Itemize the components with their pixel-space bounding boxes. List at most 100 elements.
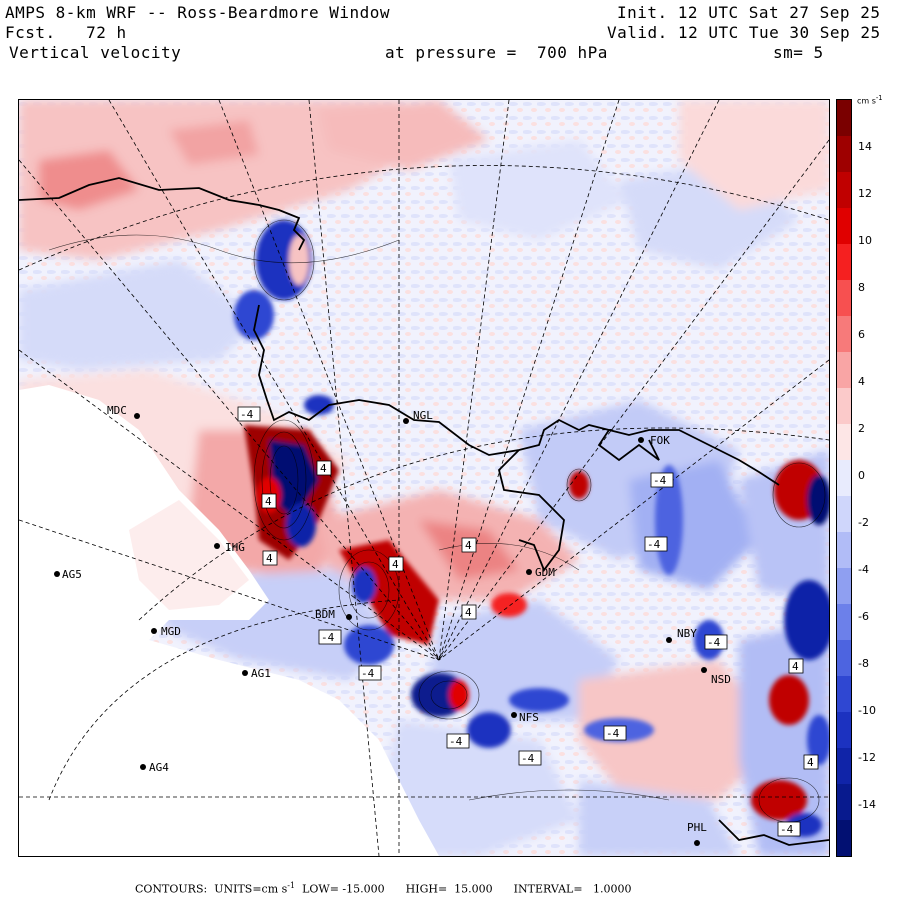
colorbar-tick-label: 2	[858, 422, 865, 435]
colorbar-swatch	[837, 820, 851, 857]
colorbar-swatch	[837, 568, 851, 605]
colorbar-swatch	[837, 640, 851, 677]
contour-value-labels: 4 4 -4 4 4 -4 -4 4 -4 -4 -4 -4 -4 -4 4 -…	[237, 406, 819, 837]
station-nby: NBY	[666, 627, 697, 643]
contour-label: 4	[465, 539, 472, 552]
contour-label: 4	[792, 660, 799, 673]
colorbar-swatch	[837, 316, 851, 353]
station-label: NGL	[413, 409, 433, 422]
station-label: AG1	[251, 667, 271, 680]
contour-label: 4	[320, 462, 327, 475]
station-nfs: NFS	[511, 711, 539, 724]
station-ag1: AG1	[242, 667, 271, 680]
colorbar-tick-label: -10	[858, 704, 876, 717]
station-markers: MDC NGL IHG AG5 MGD AG1	[54, 404, 731, 846]
footer-units-sup: -1	[287, 881, 296, 890]
contour-label: -4	[361, 667, 375, 680]
contour-label: 4	[392, 558, 399, 571]
station-ag5: AG5	[54, 568, 82, 581]
colorbar-swatch	[837, 784, 851, 821]
colorbar-swatch	[837, 208, 851, 245]
colorbar-swatch	[837, 388, 851, 425]
colorbar-swatch	[837, 352, 851, 389]
station-ngl: NGL	[403, 409, 433, 424]
color-scale-swatches	[837, 100, 851, 857]
colorbar-tick-label: 8	[858, 281, 865, 294]
init-time: Init. 12 UTC Sat 27 Sep 25	[617, 3, 881, 22]
colorbar-swatch	[837, 676, 851, 713]
field-name: Vertical velocity	[9, 43, 182, 62]
colorbar-swatch	[837, 136, 851, 173]
colorbar-tick-label: -6	[858, 610, 869, 623]
station-label: AG4	[149, 761, 169, 774]
colorbar-tick-label: -4	[858, 563, 869, 576]
colorbar-swatch	[837, 460, 851, 497]
contour-label: 4	[265, 495, 272, 508]
contour-info-footer: CONTOURS: UNITS=cm s-1 LOW= -15.000 HIGH…	[135, 881, 632, 896]
station-fok: FOK	[638, 434, 670, 447]
station-ihg: IHG	[214, 541, 245, 554]
colorbar-swatch	[837, 280, 851, 317]
contour-label: -4	[521, 752, 535, 765]
station-label: MGD	[161, 625, 181, 638]
colorbar-swatch	[837, 748, 851, 785]
smoothing-value: sm= 5	[773, 43, 824, 62]
station-label: MDC	[107, 404, 127, 417]
contour-label: -4	[240, 408, 254, 421]
colorbar-tick-label: -14	[858, 798, 876, 811]
colorbar-swatch	[837, 244, 851, 281]
colorbar-tick-label: 6	[858, 328, 865, 341]
map-canvas: MDC NGL IHG AG5 MGD AG1	[19, 100, 829, 856]
vertical-velocity-map: MDC NGL IHG AG5 MGD AG1	[18, 99, 830, 857]
footer-units: UNITS=cm s	[214, 882, 288, 896]
colorbar-units: cm s-1	[857, 94, 883, 106]
contour-label: -4	[321, 631, 335, 644]
station-label: NSD	[711, 673, 731, 686]
contour-label: -4	[653, 474, 667, 487]
station-label: NFS	[519, 711, 539, 724]
colorbar-swatch	[837, 172, 851, 209]
colorbar-swatch	[837, 604, 851, 641]
station-bdm: BDM	[315, 608, 352, 621]
colorbar-swatch	[837, 424, 851, 461]
plateau-region	[19, 385, 439, 856]
valid-time: Valid. 12 UTC Tue 30 Sep 25	[607, 23, 881, 42]
colorbar-tick-label: 4	[858, 375, 865, 388]
footer-contours: CONTOURS:	[135, 882, 208, 896]
footer-low: LOW= -15.000	[302, 882, 385, 896]
contour-label: -4	[606, 727, 620, 740]
colorbar-tick-label: 10	[858, 234, 872, 247]
map-title: AMPS 8-km WRF -- Ross-Beardmore Window	[5, 3, 391, 22]
colorbar-swatch	[837, 496, 851, 533]
colorbar-tick-label: -2	[858, 516, 869, 529]
color-scale-bar	[836, 99, 852, 857]
footer-interval: INTERVAL= 1.0000	[513, 882, 632, 896]
graticule	[19, 100, 829, 856]
station-label: FOK	[650, 434, 670, 447]
station-mgd: MGD	[151, 625, 181, 638]
station-label: AG5	[62, 568, 82, 581]
station-label: IHG	[225, 541, 245, 554]
station-gdm: GDM	[526, 566, 555, 579]
plateau-fringe	[129, 500, 249, 610]
contour-label: -4	[707, 636, 721, 649]
station-label: NBY	[677, 627, 697, 640]
contour-lines	[48, 219, 826, 823]
station-phl: PHL	[687, 821, 707, 846]
contour-label: -4	[780, 823, 794, 836]
colorbar-tick-label: 0	[858, 469, 865, 482]
colorbar-tick-label: -12	[858, 751, 876, 764]
contour-label: 4	[807, 756, 814, 769]
colorbar-tick-label: -8	[858, 657, 869, 670]
contour-label: 4	[465, 606, 472, 619]
pressure-level: at pressure = 700 hPa	[385, 43, 608, 62]
station-ag4: AG4	[140, 761, 169, 774]
colorbar-tick-label: 14	[858, 140, 872, 153]
station-label: GDM	[535, 566, 555, 579]
colorbar-swatch	[837, 532, 851, 569]
contour-label: -4	[647, 538, 661, 551]
contour-label: -4	[449, 735, 463, 748]
colorbar-tick-label: 12	[858, 187, 872, 200]
contour-label: 4	[266, 552, 273, 565]
station-label: PHL	[687, 821, 707, 834]
